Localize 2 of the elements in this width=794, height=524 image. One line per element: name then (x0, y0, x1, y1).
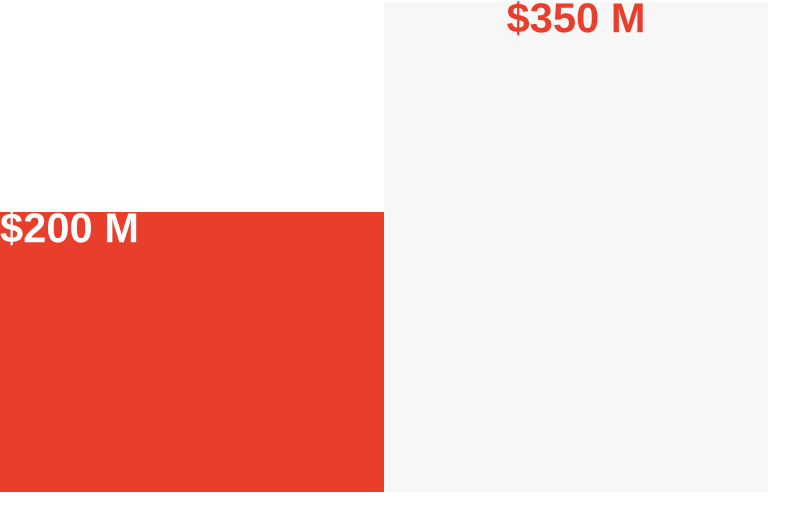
data-label: $200 M (0, 211, 136, 246)
data-label: $350 M (507, 1, 643, 36)
